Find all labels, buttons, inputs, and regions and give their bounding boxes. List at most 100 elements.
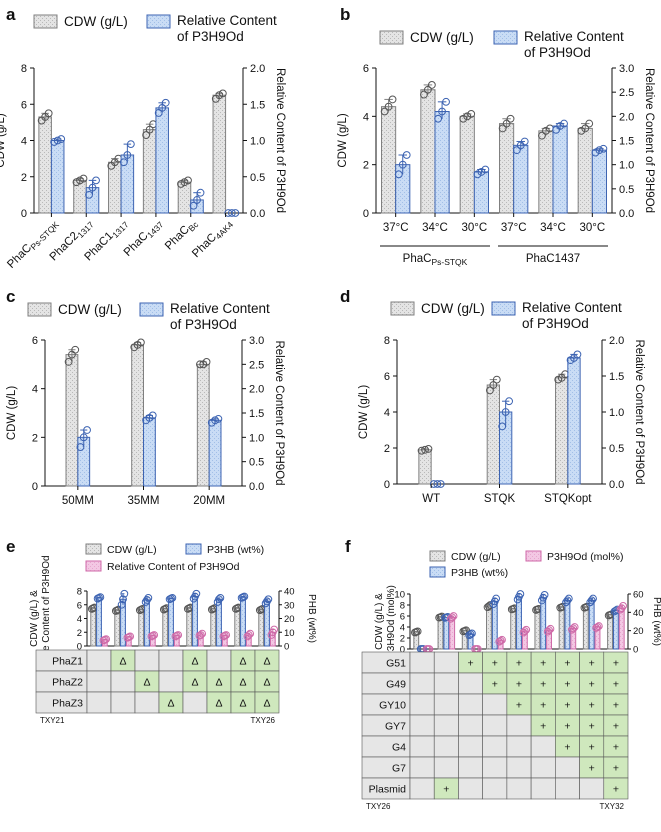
legend-label-cdw: CDW (g/L) — [410, 30, 474, 45]
grid-cell — [409, 651, 435, 674]
p3h9od-replicate-point — [85, 190, 93, 199]
cdw-bar — [381, 106, 397, 214]
p3hb-replicate-point — [240, 592, 249, 601]
cdw-replicate-point — [506, 114, 515, 123]
cdw-replicate-point — [502, 119, 511, 128]
p3hb-replicate-point — [466, 630, 475, 639]
strain-label-end: TXY26 — [251, 716, 276, 725]
grid-cell — [409, 756, 435, 779]
y-tick-label-right: 40 — [633, 608, 644, 619]
p3h9od-pink-replicate-point — [593, 623, 602, 631]
p3h9od-bar — [434, 111, 450, 214]
panel-label-e: e — [6, 537, 15, 556]
y-axis-label-left: CDW (g/L) & — [29, 590, 40, 647]
grid-cell-symbol: Δ — [143, 677, 150, 689]
y-tick-label-right: 0 — [633, 645, 638, 656]
legend-swatch — [85, 543, 102, 555]
p3h9od-bar — [155, 107, 169, 214]
cdw-replicate-point — [79, 174, 88, 183]
y-tick-label-right: 1.0 — [250, 136, 265, 148]
grid-cell — [254, 691, 280, 714]
p3hb-replicate-point — [564, 594, 573, 603]
grid-cell-symbol: + — [540, 658, 546, 670]
y-tick-label-left: 2 — [32, 432, 38, 444]
grid-cell — [206, 649, 232, 672]
y-tick-label-left: 0 — [77, 642, 82, 653]
cdw-replicate-point — [380, 107, 389, 116]
p3h9od-pink-replicate-point — [244, 631, 253, 639]
grid-cell — [482, 735, 508, 758]
p3h9od-pink-replicate-point — [545, 626, 553, 635]
strain-label-start: TXY21 — [40, 716, 65, 725]
p3h9od-pink-replicate-point — [446, 614, 455, 623]
p3hb-bar — [540, 597, 547, 650]
grid-cell — [433, 672, 459, 695]
grid-cell — [433, 693, 459, 716]
p3h9od-pink-replicate-point — [102, 635, 111, 644]
p3h9od-pink-replicate-point — [126, 632, 135, 641]
panel-label-f: f — [345, 537, 351, 556]
y-tick-label-right: 0.0 — [619, 208, 634, 220]
y-tick-label-left: 0 — [400, 645, 405, 656]
x-tick-label: 34°C — [540, 222, 566, 234]
p3hb-replicate-point — [141, 598, 150, 606]
p3h9od-replicate-point — [57, 135, 66, 143]
y-tick-label-right: 0.5 — [609, 443, 624, 455]
group-label-subscript: Ps-STQK — [431, 257, 467, 267]
cdw-replicate-point — [585, 119, 594, 128]
p3h9od-replicate-point — [591, 148, 600, 157]
grid-cell — [506, 714, 532, 737]
grid-cell — [458, 756, 483, 779]
y-tick-label-left: 4 — [363, 111, 369, 123]
x-tick-label: 35MM — [128, 495, 160, 507]
p3hb-replicate-point — [264, 595, 273, 604]
grid-cell — [433, 756, 459, 779]
grid-cell-symbol: Δ — [263, 656, 270, 668]
p3h9od-pink-replicate-point — [519, 628, 528, 637]
p3hb-bar — [516, 596, 522, 650]
cdw-replicate-point — [463, 112, 472, 121]
p3hb-replicate-point — [192, 589, 201, 598]
grid-row-label: Plasmid — [369, 784, 407, 796]
legend-label: CDW (g/L) — [107, 544, 157, 556]
y-tick-label-right: 0.5 — [250, 172, 265, 184]
grid-cell — [182, 691, 208, 714]
legend-label-p3h9od: Relative Content — [522, 300, 622, 315]
p3hb-replicate-point — [587, 596, 596, 605]
y-axis-label-right: Relative Content of P3H9Od — [273, 340, 285, 485]
grid-cell — [86, 670, 112, 693]
y-tick-label-right: 1.0 — [619, 160, 634, 172]
x-tick-label-subscript: 1437 — [145, 219, 166, 240]
p3h9od-bar — [513, 144, 529, 214]
grid-cell-symbol: Δ — [239, 698, 246, 710]
p3h9od-replicate-point — [436, 480, 445, 488]
grid-cell-symbol: Δ — [263, 698, 270, 710]
cdw-bar — [212, 94, 227, 214]
p3hb-replicate-point — [589, 594, 597, 603]
grid-row-label: G7 — [392, 763, 406, 775]
p3h9od-replicate-point — [520, 137, 529, 146]
p3hb-replicate-point — [120, 589, 129, 598]
y-tick-label-left: 2 — [363, 160, 369, 172]
x-tick-label: PhaC1437 — [122, 216, 166, 260]
y-tick-label-left: 0 — [21, 208, 27, 220]
legend-label: P3HB (wt%) — [207, 544, 264, 556]
p3hb-replicate-point — [215, 595, 223, 604]
legend-swatch-p3h9od — [493, 30, 518, 45]
y-tick-label-left: 8 — [77, 587, 82, 598]
grid-cell-symbol: + — [516, 700, 522, 712]
grid-cell — [482, 756, 508, 779]
cdw-bar — [142, 129, 157, 214]
y-tick-label-right: 3.0 — [249, 335, 264, 347]
cdw-bar — [186, 607, 193, 647]
y-tick-label-right: 1.5 — [250, 99, 265, 111]
grid-cell-symbol: + — [589, 679, 595, 691]
grid-row-label: GY7 — [385, 721, 406, 733]
p3h9od-pink-replicate-point — [243, 632, 252, 641]
p3h9od-replicate-point — [552, 125, 561, 134]
p3h9od-bar — [591, 149, 607, 214]
y-tick-label-right: 0.5 — [619, 184, 634, 196]
grid-cell-symbol: + — [589, 658, 595, 670]
grid-cell — [506, 756, 532, 779]
y-axis-label-left-line2: P3H9Od (mol%) — [386, 585, 397, 658]
